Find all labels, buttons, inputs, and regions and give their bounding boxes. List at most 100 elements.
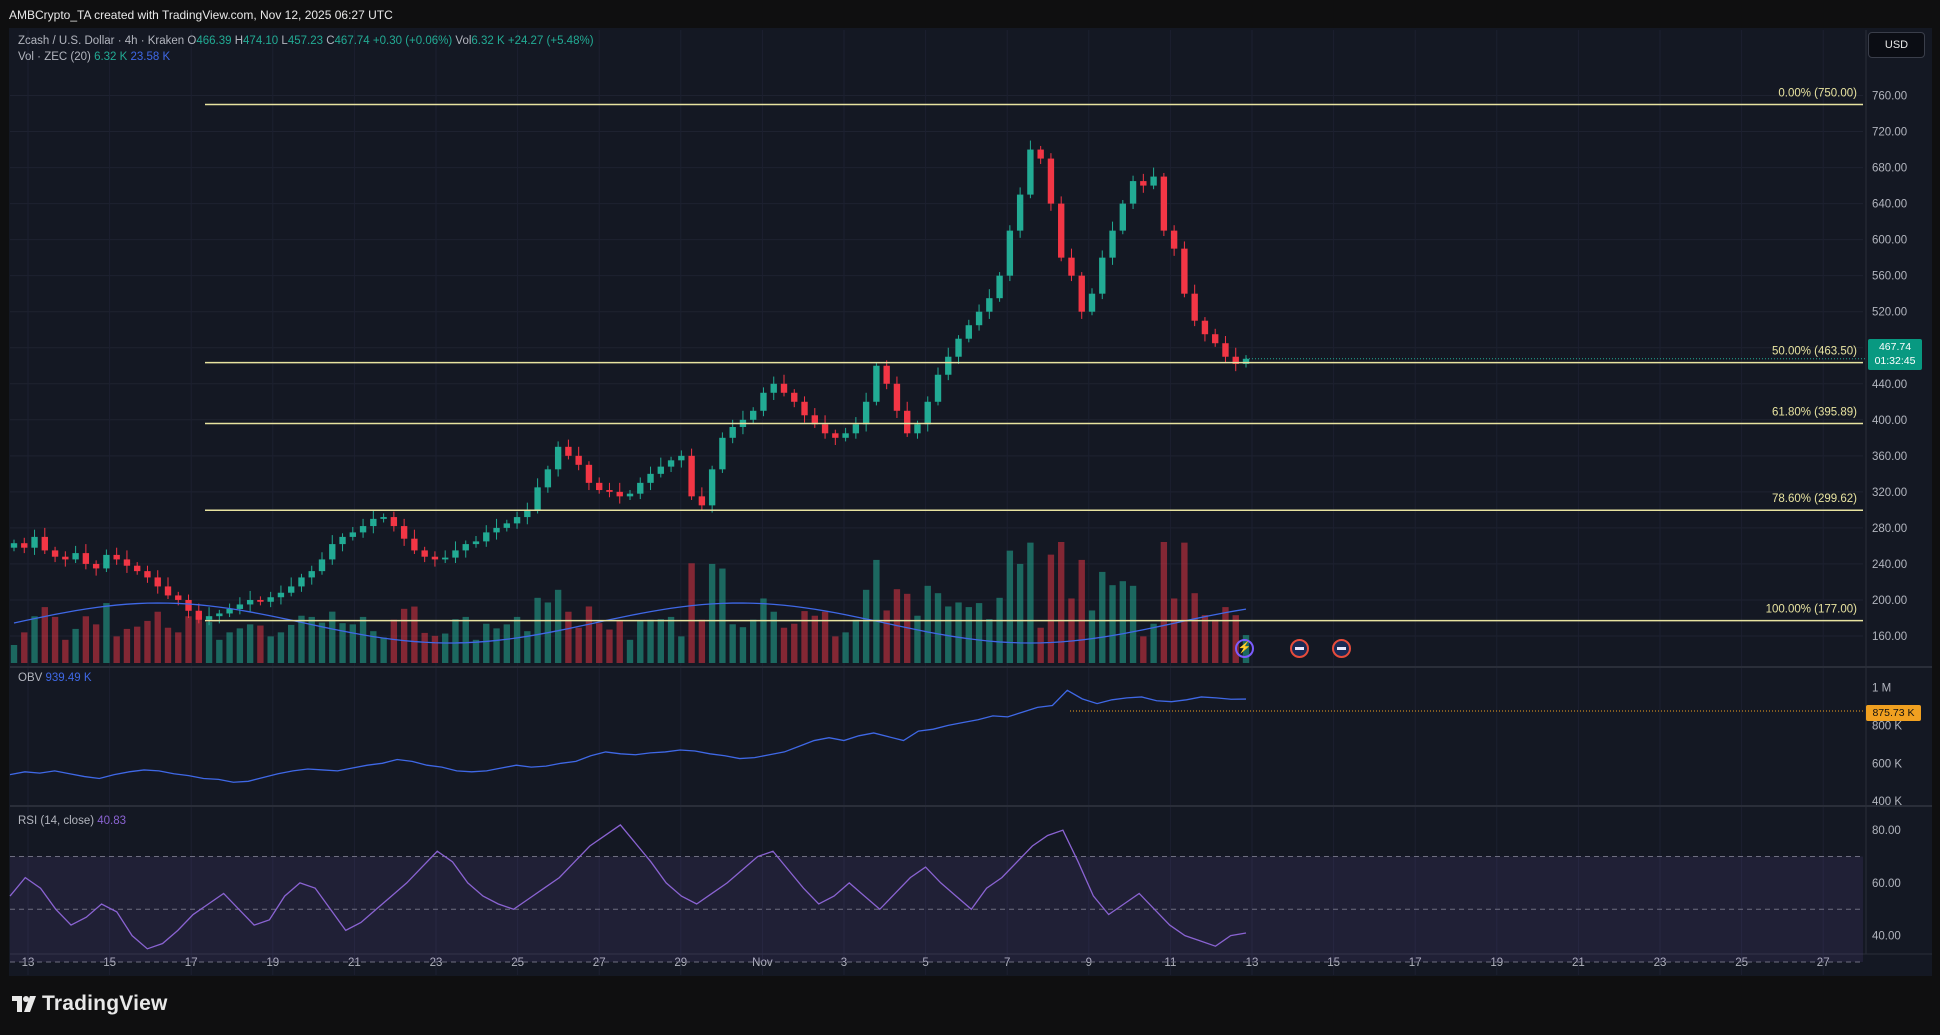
volume-bar — [1088, 610, 1096, 663]
volume-bar — [760, 598, 767, 663]
price-axis-label: 680.00 — [1872, 163, 1907, 175]
x-axis-tick-label: 3 — [841, 957, 847, 969]
candle-body — [585, 464, 593, 483]
candle-body — [524, 509, 531, 518]
volume-bar — [1160, 542, 1168, 663]
candle-body — [1088, 293, 1096, 312]
volume-bar — [1068, 598, 1075, 663]
x-axis-tick-label: 27 — [1817, 957, 1830, 969]
price-axis-label: 440.00 — [1872, 379, 1907, 391]
obv-axis-label: 600 K — [1872, 758, 1902, 770]
volume-bar — [72, 628, 79, 663]
candle-body — [185, 599, 192, 611]
obv-axis-label: 800 K — [1872, 720, 1902, 732]
volume-bar — [431, 635, 439, 663]
price-axis-label: 240.00 — [1872, 559, 1907, 571]
candle-body — [924, 401, 931, 425]
volume-bar — [955, 602, 962, 663]
volume-bar — [257, 625, 264, 663]
attribution-text: AMBCrypto_TA created with TradingView.co… — [9, 8, 393, 22]
tradingview-logo-icon[interactable] — [10, 992, 40, 1016]
candle-body — [1119, 203, 1126, 231]
volume-bar — [873, 559, 880, 663]
volume-bar — [1170, 598, 1178, 663]
volume-bar — [226, 632, 233, 663]
volume-bar — [524, 631, 531, 663]
candle-body — [678, 455, 685, 461]
currency-button[interactable]: USD — [1868, 32, 1925, 58]
volume-bar — [236, 628, 244, 663]
volume-bar — [318, 622, 326, 663]
candle-body — [411, 538, 418, 551]
open-label: O — [187, 35, 197, 47]
candle-body — [565, 446, 572, 456]
candle-body — [277, 592, 285, 598]
chart-canvas[interactable]: 13 15 17 19 21 23 25 27 29 Nov 3 5 7 9 11 13 15 17 19 21 23 2… — [0, 0, 1940, 980]
candle-body — [606, 490, 613, 492]
fib-level-label: 100.00% (177.00) — [1766, 604, 1858, 616]
candle-body — [801, 401, 808, 416]
candle-body — [134, 565, 141, 572]
obv-value: 939.49 K — [45, 672, 92, 684]
volume-bar — [821, 611, 829, 663]
candle-body — [637, 482, 644, 494]
x-axis-tick-label: Nov — [752, 957, 773, 969]
candle-body — [329, 544, 336, 560]
candle-body — [1181, 248, 1188, 294]
x-axis-tick-label: 23 — [1654, 957, 1667, 969]
price-axis-label: 200.00 — [1872, 595, 1907, 607]
volume-bar — [1222, 607, 1229, 663]
volume-bar — [708, 563, 716, 663]
volume-bar — [637, 620, 644, 663]
candle-body — [472, 541, 480, 545]
volume-bar — [914, 615, 921, 663]
candle-body — [1160, 176, 1168, 231]
x-axis-tick-label: 17 — [185, 957, 198, 969]
volume-bar — [575, 627, 582, 663]
volume-ma-value: 23.58 K — [130, 51, 171, 63]
last-price-tag: 467.74 01:32:45 — [1868, 339, 1922, 370]
price-axis-label: 600.00 — [1872, 235, 1907, 247]
volume-bar — [626, 639, 634, 663]
candle-body — [359, 526, 367, 533]
chart-frame[interactable] — [9, 28, 1932, 976]
volume-bar — [103, 603, 110, 663]
us-event-icon[interactable] — [1290, 639, 1309, 658]
x-axis-tick-label: 27 — [593, 957, 606, 969]
rsi-label: RSI (14, close) — [18, 815, 95, 827]
open-value: 466.39 — [196, 35, 232, 47]
rsi-legend: RSI (14, close) 40.83 — [18, 815, 126, 827]
volume-bar — [862, 589, 870, 663]
candle-body — [513, 517, 521, 524]
candle-body — [318, 559, 326, 572]
volume-bar — [288, 624, 295, 663]
candle-body — [82, 553, 90, 564]
volume-bar — [883, 610, 890, 663]
candle-body — [862, 401, 870, 425]
x-axis-tick-label: 23 — [430, 957, 443, 969]
volume-bar — [349, 624, 356, 663]
candle-body — [975, 311, 983, 326]
candle-body — [873, 365, 880, 402]
candle-body — [965, 325, 972, 339]
flash-event-icon[interactable]: ⚡ — [1235, 639, 1254, 658]
candle-body — [1058, 203, 1065, 258]
volume-bar — [246, 624, 254, 663]
x-axis-tick-label: 7 — [1004, 957, 1010, 969]
candle-body — [791, 392, 798, 402]
x-axis-tick-label: 25 — [1735, 957, 1748, 969]
obv-label: OBV — [18, 672, 43, 684]
volume-bar — [606, 629, 613, 663]
volume-bar — [277, 632, 285, 663]
us-event-icon[interactable] — [1332, 639, 1351, 658]
candle-body — [719, 437, 726, 470]
candle-body — [493, 527, 500, 533]
volume-bar — [1099, 571, 1106, 663]
volume-bar — [134, 626, 141, 663]
volume-bar — [657, 619, 664, 663]
tradingview-brand[interactable]: TradingView — [42, 992, 168, 1015]
obv-axis-label: 400 K — [1872, 796, 1902, 808]
candle-body — [339, 536, 346, 545]
volume-bar — [267, 636, 274, 663]
volume-bar — [996, 597, 1003, 663]
